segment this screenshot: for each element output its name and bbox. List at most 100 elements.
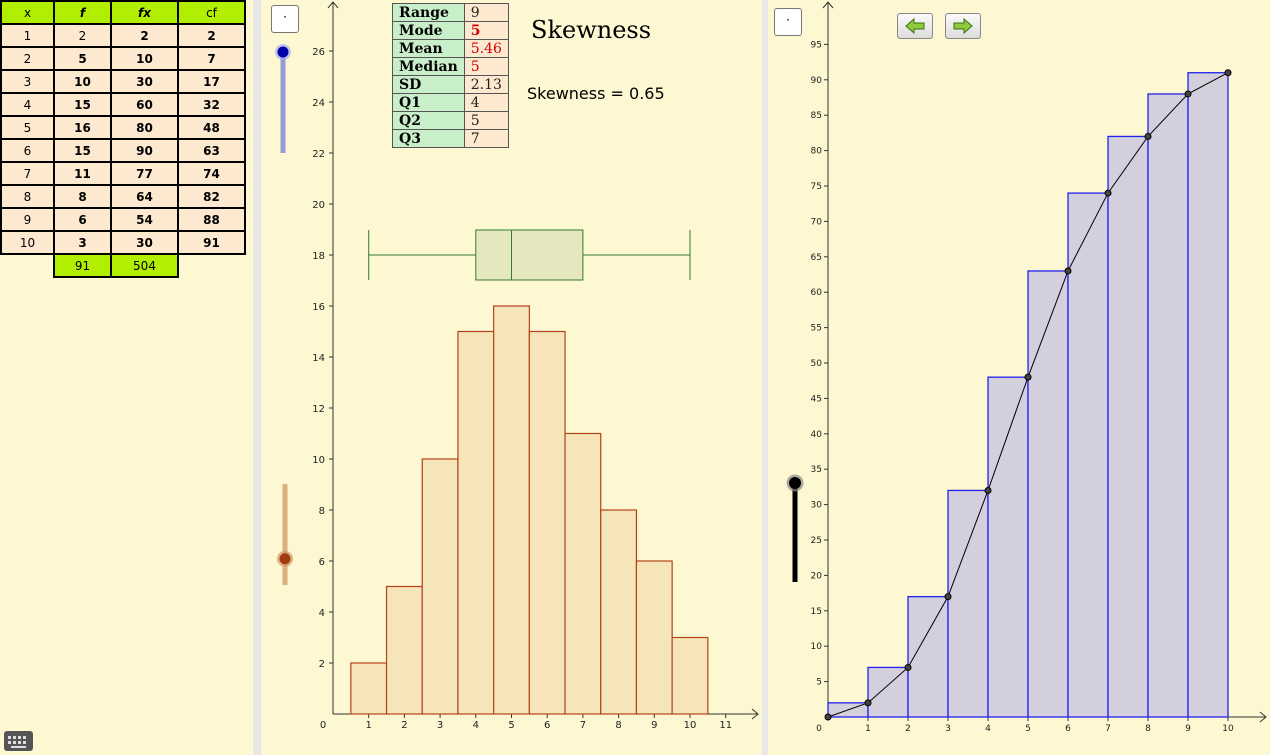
header-cf[interactable]: cf	[177, 0, 246, 25]
table-cell[interactable]: 32	[177, 92, 246, 117]
cumulative-bar	[987, 376, 1029, 718]
table-cell[interactable]: 8	[53, 184, 112, 209]
table-cell[interactable]: 91	[177, 230, 246, 255]
table-row: 5 16 80 48	[0, 115, 246, 140]
table-cell[interactable]: 90	[110, 138, 179, 163]
table-cell[interactable]: 10	[110, 46, 179, 71]
graphics-menu-button[interactable]: ·	[271, 5, 299, 33]
y-tick-label: 18	[312, 251, 325, 262]
table-cell[interactable]: 11	[53, 161, 112, 186]
panel-divider[interactable]	[762, 0, 768, 755]
ogive-point	[1024, 373, 1032, 381]
histogram-bar	[528, 330, 566, 715]
table-cell[interactable]: 63	[177, 138, 246, 163]
stat-label: Mode	[392, 21, 465, 40]
stat-label: Q3	[392, 129, 465, 148]
table-cell[interactable]: 5	[53, 46, 112, 71]
y-tick-label: 15	[811, 607, 822, 617]
stat-value: 2.13	[463, 75, 509, 94]
header-fx[interactable]: fx	[110, 0, 179, 25]
table-cell[interactable]: 2	[110, 23, 179, 48]
y-tick-label: 60	[811, 288, 823, 298]
table-cell[interactable]: 30	[110, 230, 179, 255]
y-tick-label: 12	[312, 404, 325, 415]
table-row: 8 8 64 82	[0, 184, 246, 209]
x-tick-label: 6	[1065, 724, 1071, 734]
header-f[interactable]: f	[53, 0, 112, 25]
y-tick-label: 22	[312, 149, 325, 160]
table-cell[interactable]: 7	[177, 46, 246, 71]
table-cell[interactable]: 82	[177, 184, 246, 209]
ogive-point	[1144, 132, 1152, 140]
y-tick-label: 70	[811, 217, 823, 227]
black-slider-handle	[789, 477, 801, 489]
ogive-point	[904, 663, 912, 671]
table-cell[interactable]: 30	[110, 69, 179, 94]
x-tick-label: 4	[473, 720, 479, 731]
table-cell[interactable]: 10	[53, 69, 112, 94]
table-cell[interactable]: 6	[0, 138, 55, 163]
y-tick-label: 85	[811, 111, 822, 121]
x-tick-label: 11	[719, 720, 732, 731]
table-cell[interactable]: 2	[177, 23, 246, 48]
table-cell[interactable]: 6	[53, 207, 112, 232]
stat-label: Mean	[392, 39, 465, 58]
table-row: 10 3 30 91	[0, 230, 246, 255]
table-cell[interactable]: 48	[177, 115, 246, 140]
blue-slider-handle	[277, 46, 289, 58]
table-cell[interactable]: 3	[53, 230, 112, 255]
stat-label: Q2	[392, 111, 465, 130]
total-fx[interactable]: 504	[110, 253, 179, 278]
y-tick-label: 50	[811, 359, 823, 369]
y-tick-label: 25	[811, 536, 822, 546]
table-cell[interactable]: 2	[0, 46, 55, 71]
table-cell[interactable]: 4	[0, 92, 55, 117]
table-cell[interactable]: 5	[0, 115, 55, 140]
table-cell[interactable]: 2	[53, 23, 112, 48]
x-tick-label: 1	[865, 724, 871, 734]
y-axis-arrow	[327, 1, 339, 9]
y-tick-label: 90	[811, 76, 823, 86]
table-cell[interactable]: 9	[0, 207, 55, 232]
x-tick-label: 10	[1222, 724, 1234, 734]
table-cell[interactable]: 88	[177, 207, 246, 232]
table-cell[interactable]: 1	[0, 23, 55, 48]
table-cell[interactable]: 17	[177, 69, 246, 94]
ogive-point	[1224, 69, 1232, 77]
table-cell[interactable]: 16	[53, 115, 112, 140]
table-cell[interactable]: 10	[0, 230, 55, 255]
histogram-bar	[564, 432, 602, 715]
table-cell[interactable]: 80	[110, 115, 179, 140]
total-f[interactable]: 91	[53, 253, 112, 278]
table-cell[interactable]: 8	[0, 184, 55, 209]
y-axis-arrow	[822, 1, 834, 9]
table-cell[interactable]: 77	[110, 161, 179, 186]
table-cell[interactable]: 54	[110, 207, 179, 232]
graphics-menu-button[interactable]: ·	[774, 8, 802, 36]
x-tick-label: 3	[437, 720, 443, 731]
keyboard-icon[interactable]	[4, 731, 33, 751]
x-tick-label: 5	[1025, 724, 1031, 734]
next-button[interactable]	[945, 13, 981, 39]
ogive-point	[944, 593, 952, 601]
cumulative-chart: 0 1 2 3 4 5 6 7 8 9 105101520253035404550556065707…	[786, 1, 1267, 734]
keyboard-glyph	[8, 736, 26, 748]
table-cell[interactable]: 74	[177, 161, 246, 186]
table-row: 4 15 60 32	[0, 92, 246, 117]
table-cell[interactable]: 60	[110, 92, 179, 117]
table-cell[interactable]: 64	[110, 184, 179, 209]
header-x[interactable]: x	[0, 0, 55, 25]
table-cell[interactable]: 7	[0, 161, 55, 186]
previous-button[interactable]	[897, 13, 933, 39]
y-tick-label: 30	[811, 501, 823, 511]
table-cell[interactable]: 3	[0, 69, 55, 94]
table-cell[interactable]: 15	[53, 92, 112, 117]
panel-divider[interactable]	[253, 0, 261, 755]
stat-value: 5	[463, 21, 509, 40]
x-tick-label: 6	[544, 720, 550, 731]
table-cell[interactable]: 15	[53, 138, 112, 163]
skewness-value-text: Skewness = 0.65	[527, 84, 665, 103]
x-tick-label: 8	[1145, 724, 1151, 734]
